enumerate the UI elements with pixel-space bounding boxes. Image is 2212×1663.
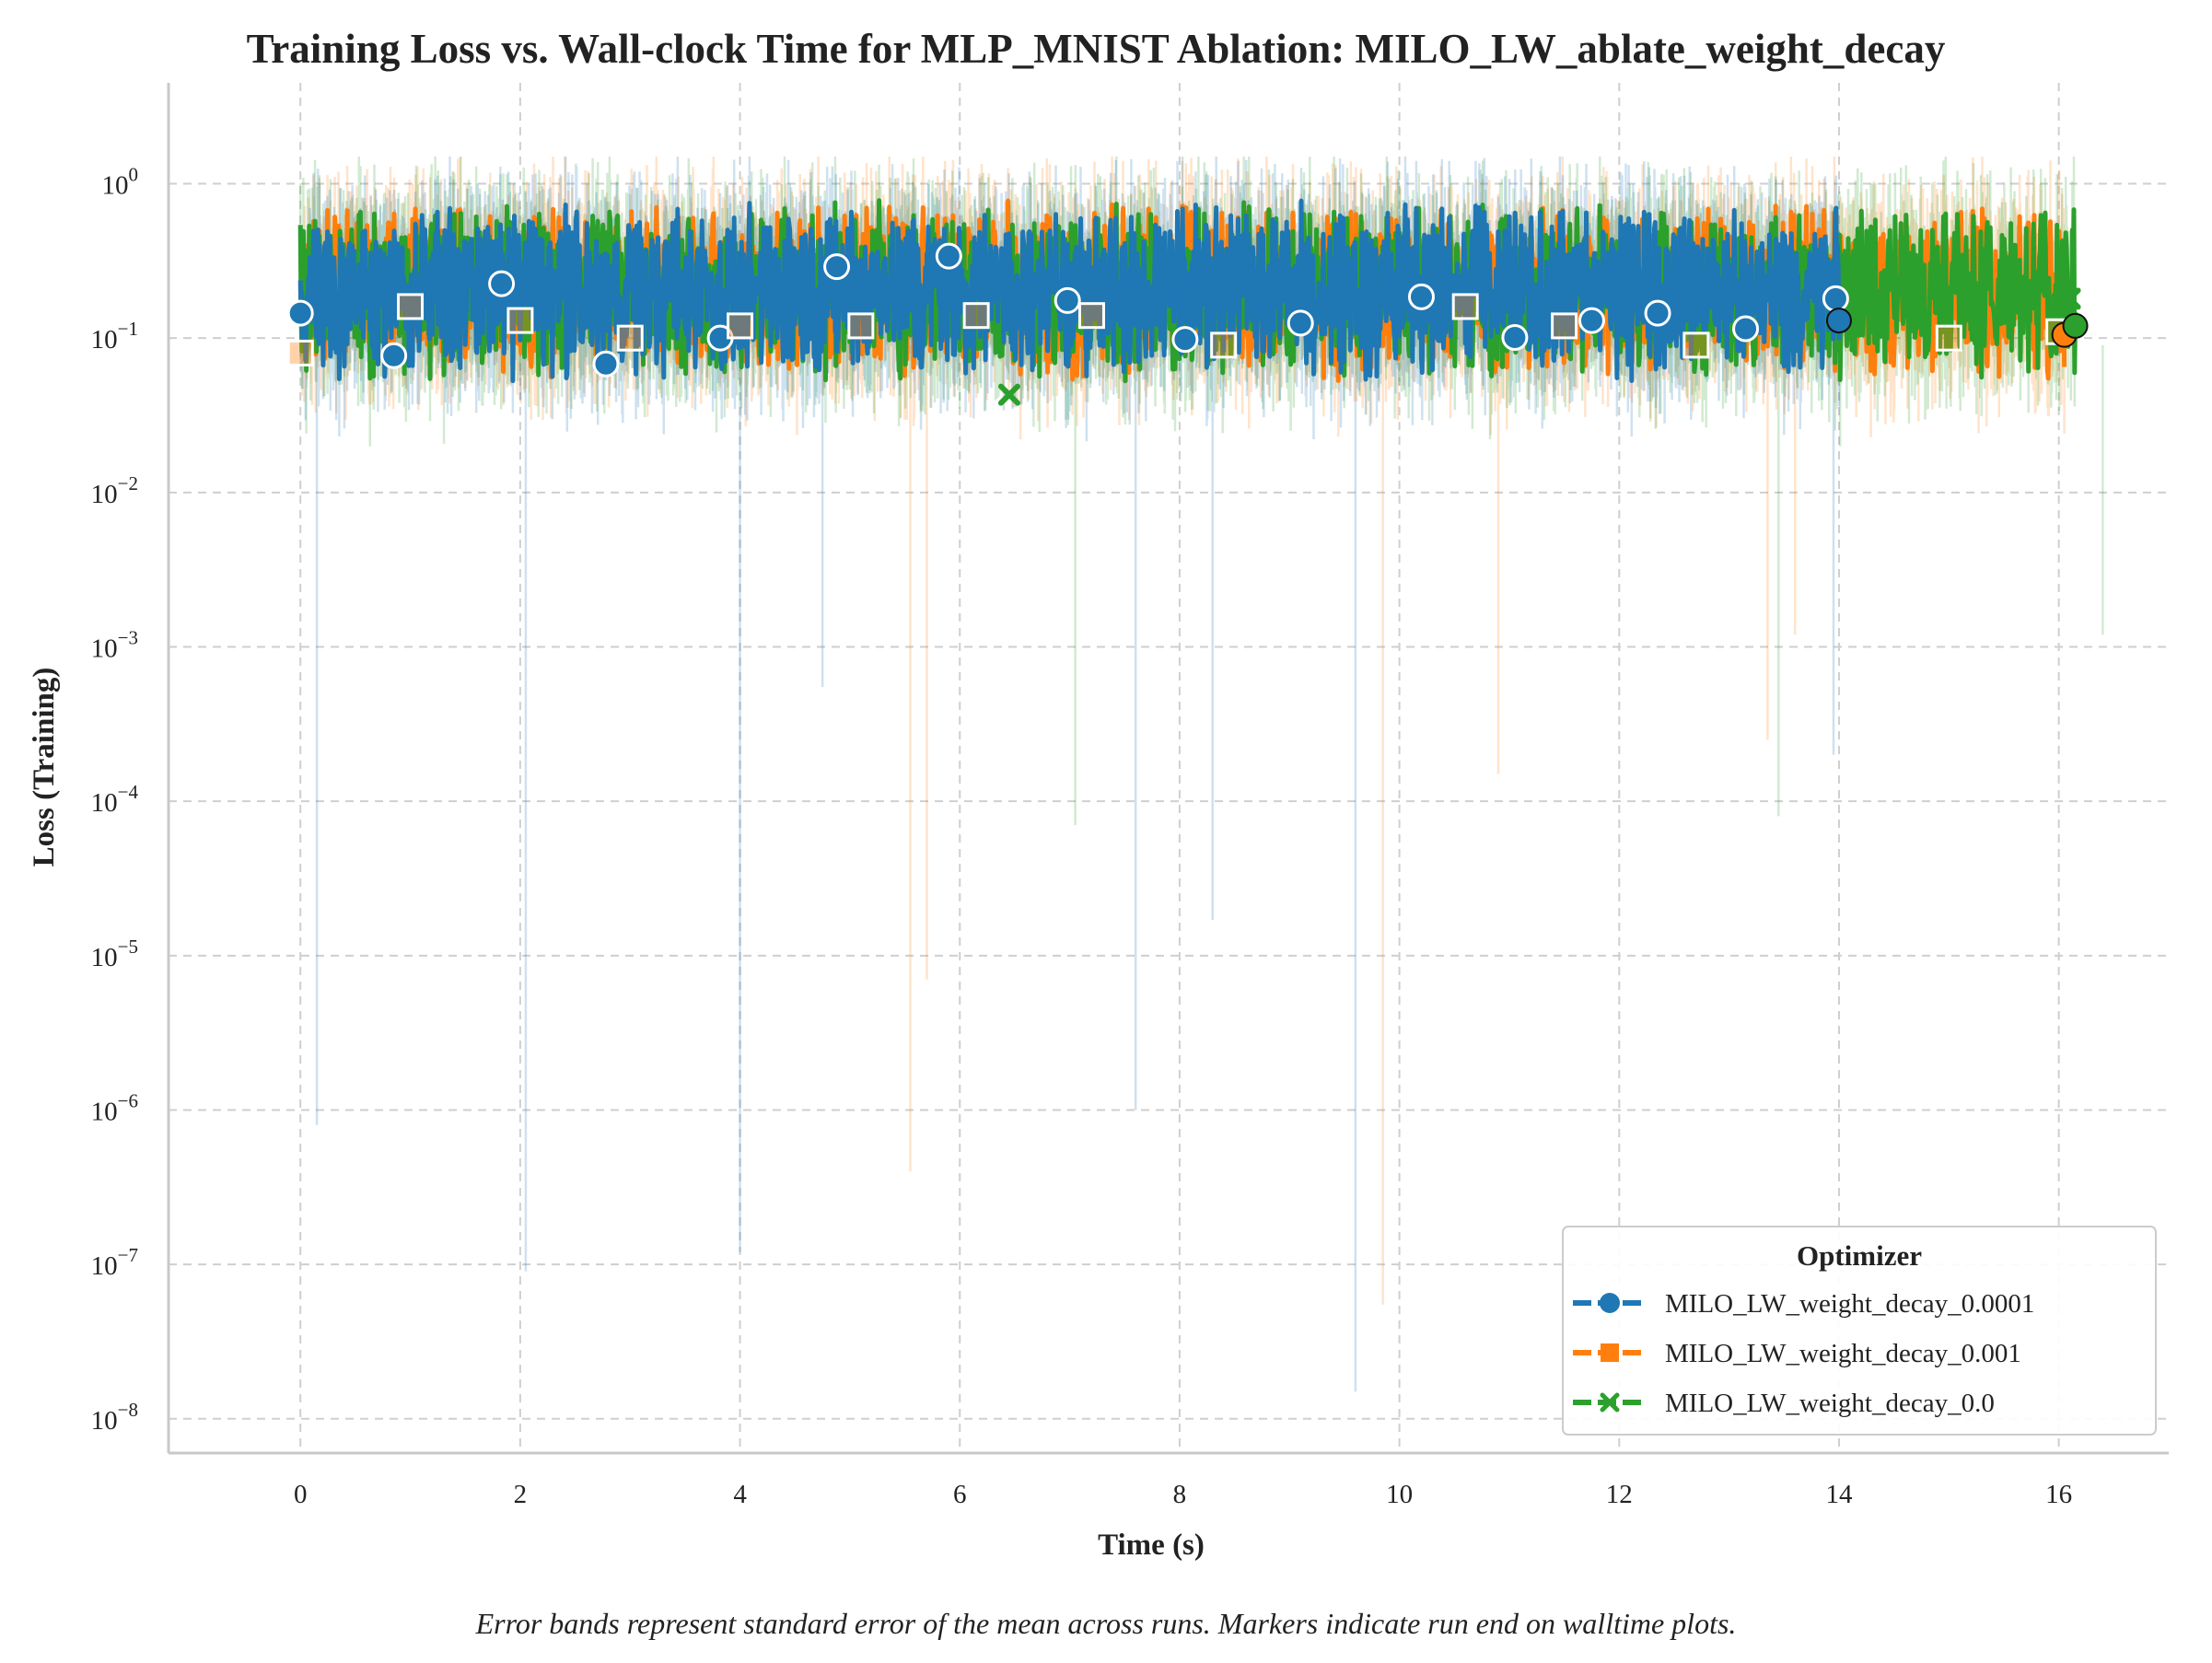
y-tick-label: 10−7 [91, 1244, 138, 1281]
series-marker-circle [1732, 315, 1760, 343]
series-marker-square [1551, 312, 1578, 340]
legend-marker-x [1600, 1392, 1620, 1413]
chart-title: Training Loss vs. Wall-clock Time for ML… [247, 26, 1946, 72]
y-tick-label: 10−8 [91, 1399, 138, 1436]
y-tick-label: 10−3 [91, 627, 138, 664]
y-tick-label: 10−1 [91, 318, 138, 355]
series-marker-square [506, 307, 534, 334]
y-tick-label: 100 [102, 164, 139, 201]
y-axis-label: Loss (Training) [28, 668, 61, 867]
x-tick-label: 14 [1825, 1480, 1853, 1509]
series-marker-square [1077, 302, 1105, 330]
series-lines [297, 198, 2078, 384]
legend-title: Optimizer [1797, 1239, 1922, 1272]
series-marker-square [616, 324, 644, 352]
series-marker-circle [935, 242, 962, 270]
x-tick-label: 10 [1386, 1480, 1413, 1509]
series-marker-square [397, 293, 425, 320]
x-axis-label: Time (s) [1098, 1529, 1205, 1562]
series-marker-circle [1578, 307, 1605, 334]
series-marker-square [286, 339, 314, 366]
series-marker-circle [823, 253, 851, 281]
series-marker-circle [1407, 283, 1435, 310]
chart-caption: Error bands represent standard error of … [475, 1607, 1737, 1640]
series-marker-square [1935, 324, 1962, 352]
legend-label: MILO_LW_weight_decay_0.001 [1665, 1339, 2021, 1368]
y-tick-label: 10−6 [91, 1089, 138, 1126]
series-marker-square [847, 312, 875, 340]
series-marker-square [727, 312, 754, 340]
y-tick-label: 10−4 [91, 781, 139, 818]
legend-label: MILO_LW_weight_decay_0.0 [1665, 1389, 1995, 1418]
y-tick-label: 10−5 [91, 936, 138, 972]
x-tick-labels: 0 2 4 6 8 10 12 14 16 [294, 1480, 2072, 1509]
legend-marker-circle [1600, 1293, 1620, 1313]
series-marker-square [1210, 331, 1238, 359]
series-marker-circle [1644, 299, 1671, 327]
series-marker-circle [1822, 285, 1849, 312]
series-marker-square [1451, 293, 1479, 320]
legend: Optimizer MILO_LW_weight_decay_0.0001 MIL… [1562, 1226, 2157, 1436]
series-marker-circle [488, 270, 516, 297]
x-tick-label: 8 [1173, 1480, 1187, 1509]
run-end-marker-0 [1825, 308, 1852, 334]
y-tick-labels: 10−8 10−7 10−6 10−5 10−4 10−3 10−2 10−1 100 [91, 164, 139, 1436]
legend-box [1562, 1226, 2157, 1436]
legend-marker-square [1601, 1343, 1619, 1362]
x-tick-label: 16 [2045, 1480, 2072, 1509]
series-marker-circle [1501, 323, 1529, 351]
series-markers [286, 242, 2089, 406]
series-marker-circle [1054, 286, 1081, 314]
x-tick-label: 2 [514, 1480, 528, 1509]
series-marker-circle [592, 350, 620, 378]
series-marker-square [1682, 331, 1710, 359]
series-marker-circle [286, 299, 314, 327]
series-marker-circle [380, 342, 408, 369]
x-tick-label: 4 [733, 1480, 747, 1509]
x-tick-label: 0 [294, 1480, 308, 1509]
series-marker-x [2058, 287, 2081, 310]
series-marker-circle [1171, 326, 1199, 354]
legend-label: MILO_LW_weight_decay_0.0001 [1665, 1289, 2034, 1319]
y-tick-label: 10−2 [91, 472, 138, 509]
series-marker-circle [1286, 309, 1314, 337]
run-end-marker-2 [2062, 312, 2089, 339]
x-tick-label: 6 [953, 1480, 967, 1509]
x-tick-label: 12 [1606, 1480, 1633, 1509]
series-line-0 [297, 198, 1842, 384]
series-marker-x [997, 383, 1020, 406]
series-marker-square [962, 302, 990, 330]
